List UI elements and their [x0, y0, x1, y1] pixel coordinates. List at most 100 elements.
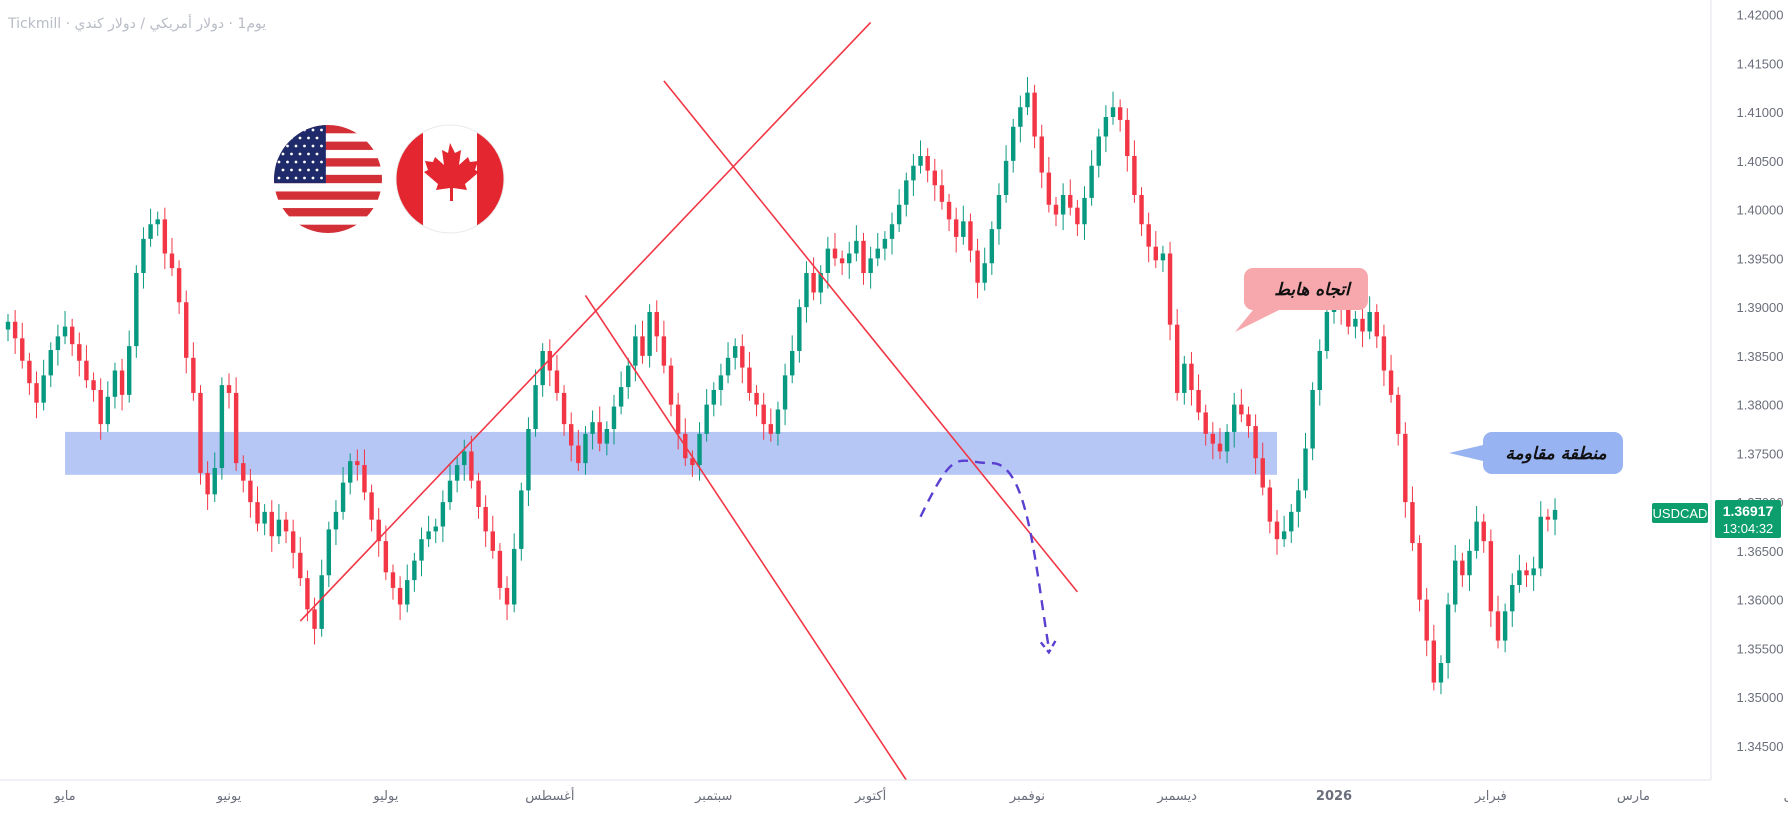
- resistance-zone-layer: [65, 431, 1277, 475]
- price-tick-label: 1.40500: [1737, 154, 1784, 169]
- candle: [454, 457, 460, 493]
- price-tick-label: 1.36500: [1737, 544, 1784, 559]
- candle: [298, 537, 303, 586]
- price-axis[interactable]: 1.345001.350001.355001.360001.365001.370…: [1710, 0, 1784, 780]
- candle: [1253, 414, 1258, 474]
- candle: [226, 373, 232, 409]
- candle: [576, 429, 581, 471]
- candle: [711, 382, 716, 417]
- candle: [48, 342, 53, 388]
- candle: [904, 172, 909, 217]
- candle: [405, 564, 410, 613]
- price-tick-label: 1.37500: [1737, 446, 1784, 461]
- candle: [554, 354, 560, 401]
- candle: [1096, 128, 1101, 178]
- candle: [141, 227, 146, 289]
- candle: [953, 207, 959, 253]
- candle: [561, 385, 567, 436]
- candle: [1460, 552, 1465, 587]
- candle: [1132, 140, 1137, 203]
- candle: [1517, 554, 1522, 593]
- trendline-upper-falling: [663, 80, 1078, 593]
- candle: [1046, 156, 1052, 213]
- time-tick-label: نوفمبر: [1009, 789, 1045, 804]
- candle: [725, 342, 731, 384]
- candle: [789, 335, 795, 384]
- candle: [946, 194, 952, 232]
- candle: [1075, 199, 1080, 236]
- candle: [1467, 539, 1472, 591]
- candle: [968, 213, 973, 263]
- price-tick-label: 1.39500: [1737, 251, 1784, 266]
- candle: [1167, 241, 1173, 341]
- candle: [868, 246, 873, 289]
- candle: [1531, 556, 1536, 591]
- candle: [419, 527, 424, 577]
- candle: [932, 158, 938, 201]
- price-tick-label: 1.35500: [1737, 641, 1784, 656]
- candle: [533, 369, 538, 437]
- forecast-arrowhead: [1039, 637, 1058, 655]
- candle: [540, 343, 545, 397]
- forecast-layer: [919, 459, 1058, 655]
- candle: [1481, 513, 1486, 553]
- candle: [469, 435, 474, 489]
- candle: [668, 357, 674, 417]
- candle: [1289, 504, 1294, 544]
- candle: [1110, 91, 1116, 125]
- candle: [55, 324, 61, 366]
- candle: [490, 515, 495, 559]
- candle: [640, 320, 645, 364]
- resistance-label: منطقة مقاومة: [1505, 444, 1607, 464]
- candle: [248, 468, 253, 518]
- candle: [618, 371, 624, 415]
- candle: [134, 265, 139, 358]
- candle: [390, 564, 396, 600]
- candle: [497, 543, 503, 600]
- candle: [483, 495, 488, 547]
- price-tick-label: 1.36000: [1737, 593, 1784, 608]
- candle: [20, 322, 25, 369]
- time-tick-label: يونيو: [216, 789, 242, 804]
- candle: [41, 359, 46, 411]
- candle: [383, 525, 389, 581]
- bar-countdown: 13:04:32: [1723, 521, 1774, 536]
- candle: [1488, 529, 1494, 627]
- candle: [1082, 186, 1087, 240]
- candle: [811, 257, 816, 301]
- candle: [184, 290, 189, 374]
- candle: [1068, 179, 1073, 216]
- candle: [526, 417, 531, 507]
- candle: [1117, 99, 1123, 132]
- candle: [241, 455, 246, 493]
- candle: [547, 339, 553, 387]
- candle: [1203, 404, 1208, 446]
- candle: [447, 465, 453, 510]
- candle: [1303, 432, 1308, 499]
- candle: [119, 358, 125, 411]
- canada-flag-icon: [395, 124, 505, 234]
- candle: [504, 576, 510, 621]
- candle: [825, 236, 831, 289]
- candle: [376, 507, 381, 557]
- candle: [462, 439, 467, 481]
- candle: [1224, 424, 1230, 464]
- candle: [290, 519, 296, 569]
- candle: [412, 552, 417, 592]
- resistance-callout: منطقة مقاومة: [1449, 432, 1623, 474]
- candle: [219, 377, 225, 480]
- candle: [982, 247, 987, 291]
- price-tick-label: 1.38000: [1737, 398, 1784, 413]
- downtrend-callout: اتجاه هابط: [1235, 268, 1368, 332]
- candle: [1039, 124, 1044, 189]
- candle: [1246, 406, 1251, 438]
- candle: [661, 320, 667, 374]
- trendlines-layer: [299, 21, 1078, 781]
- candle: [191, 342, 196, 401]
- time-axis[interactable]: مايو يونيو يوليو أغسطس سبتمبر أكتوبر نوفمبر ديس…: [0, 779, 1788, 804]
- candle: [233, 377, 239, 471]
- time-tick-label: ديسمبر: [1156, 789, 1197, 804]
- candle: [27, 352, 32, 395]
- candle: [77, 332, 82, 377]
